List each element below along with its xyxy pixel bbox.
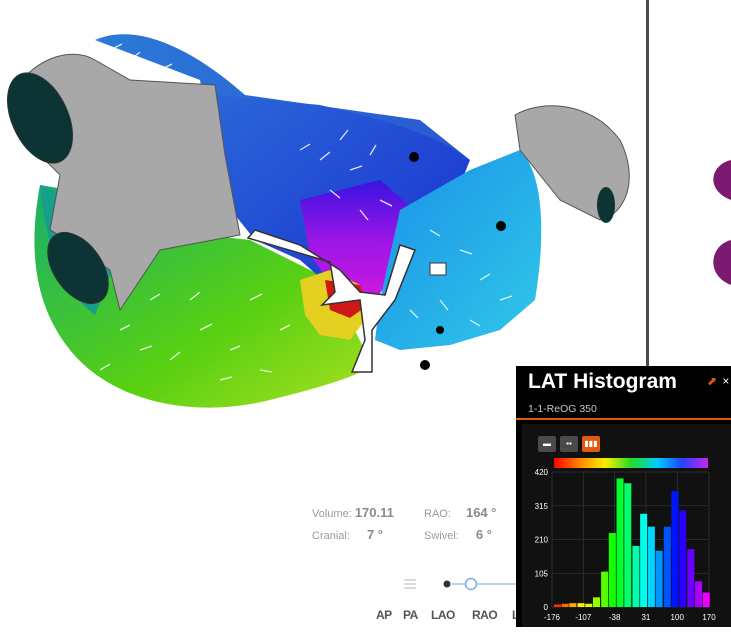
view-l-button[interactable]: L [512,608,519,622]
histogram-bar [585,603,593,607]
histogram-bar [671,491,679,607]
volume-label: Volume: [312,508,352,520]
y-tick-label: 105 [535,569,549,578]
view-lao-button[interactable]: LAO [431,608,455,622]
slider-dot [443,580,451,588]
histogram-bar [640,513,648,607]
secondary-map-view[interactable] [700,120,731,320]
slider-thumb[interactable] [464,577,478,591]
color-scale-bar [554,458,708,468]
volume-value: 170.11 [354,505,394,520]
rao-label: RAO: [424,508,451,520]
histogram-title: LAT Histogram [528,370,677,393]
histogram-subtitle: 1-1-ReOG 350 [528,403,597,415]
histogram-bar [608,533,616,607]
swivel-value: 6 ° [475,527,492,542]
mode-3-button[interactable]: ▮▮▮ [582,436,600,452]
mode-1-button[interactable]: ▬ [538,436,556,452]
x-tick-label: 31 [641,613,650,622]
cranial-value: 7 ° [366,527,384,542]
histogram-bar [561,603,569,607]
histogram-bar [577,603,585,607]
histogram-bar [663,526,671,607]
histogram-bar [569,603,577,607]
view-divider[interactable] [646,0,649,372]
lines-icon [404,579,416,589]
histogram-bar [655,550,663,607]
histogram-bar [647,526,655,607]
histogram-bar [624,483,632,607]
y-tick-label: 0 [544,603,549,612]
histogram-bar [632,545,640,607]
x-axis-labels: -176 -107 -38 31 100 170 [544,613,716,622]
x-tick-label: 170 [702,613,716,622]
view-pa-button[interactable]: PA [403,608,418,622]
swivel-label: Swivel: [424,530,459,542]
histogram-bars [553,478,710,607]
lat-histogram-window[interactable]: LAT Histogram ⬈ × 1-1-ReOG 350 ▬ ▪▪ ▮▮▮ … [516,366,731,627]
histogram-bar [616,478,624,607]
histogram-bar [592,597,600,607]
mode-2-button[interactable]: ▪▪ [560,436,578,452]
x-tick-label: -176 [544,613,561,622]
histogram-bar [679,510,687,607]
view-ap-button[interactable]: AP [376,608,392,622]
y-tick-label: 420 [535,468,549,477]
histogram-bar [702,592,710,607]
opacity-slider[interactable] [402,574,522,596]
histogram-bar [695,581,703,607]
x-tick-label: 100 [671,613,685,622]
cranial-label: Cranial: [312,530,350,542]
pin-icon[interactable]: ⬈ [707,374,718,388]
y-tick-label: 315 [535,502,549,511]
histogram-chart: 420 315 210 105 0 -176 -107 -38 31 100 170 [535,458,716,622]
histogram-bar [601,571,609,607]
title-separator [516,418,731,420]
x-tick-label: -107 [575,613,592,622]
y-tick-label: 210 [535,536,549,545]
rao-value: 164 ° [465,505,497,520]
histogram-bar [553,604,561,607]
histogram-bar [687,549,695,607]
view-rao-button[interactable]: RAO [472,608,498,622]
y-axis-labels: 420 315 210 105 0 [535,468,549,612]
close-icon[interactable]: × [722,374,730,388]
x-tick-label: -38 [609,613,621,622]
